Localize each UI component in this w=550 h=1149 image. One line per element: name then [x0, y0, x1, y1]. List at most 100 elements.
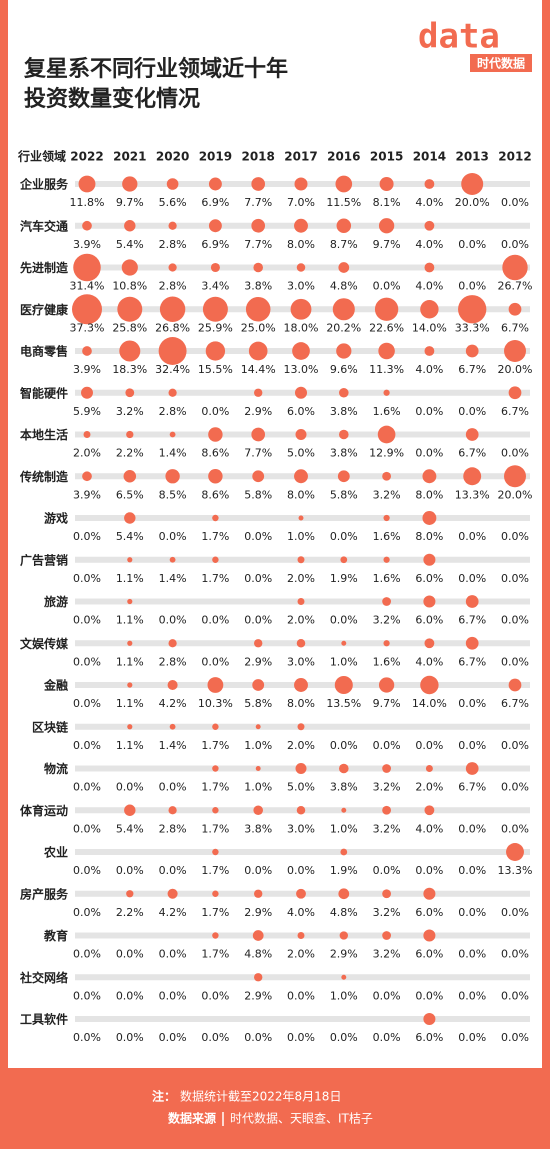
value-label: 0.0% — [415, 447, 443, 460]
value-label: 1.7% — [201, 864, 229, 877]
value-label: 0.0% — [201, 655, 229, 668]
value-label: 33.3% — [455, 321, 490, 334]
bubble — [127, 598, 133, 605]
value-label: 4.0% — [415, 238, 443, 251]
column-header: 2017 — [284, 150, 317, 164]
value-label: 3.9% — [73, 363, 101, 376]
bubble — [335, 175, 353, 193]
bubble — [72, 294, 102, 325]
value-label: 8.7% — [330, 238, 358, 251]
value-label: 1.1% — [116, 697, 144, 710]
value-label: 6.7% — [458, 447, 486, 460]
bubble — [424, 262, 435, 273]
bubble — [377, 425, 396, 444]
bubble — [212, 932, 219, 939]
bubble — [298, 515, 304, 521]
value-label: 1.4% — [159, 739, 187, 752]
value-label: 0.0% — [287, 864, 315, 877]
row-label: 农业 — [43, 845, 68, 860]
bubble — [168, 388, 177, 397]
logo-mark: data — [418, 17, 500, 57]
value-label: 5.9% — [73, 405, 101, 418]
bubble — [207, 677, 224, 693]
value-label: 0.0% — [116, 948, 144, 961]
value-label: 14.0% — [412, 321, 447, 334]
value-label: 3.2% — [373, 614, 401, 627]
value-label: 3.8% — [244, 822, 272, 835]
column-header: 2022 — [70, 150, 103, 164]
value-label: 0.0% — [244, 572, 272, 585]
value-label: 0.0% — [501, 530, 529, 543]
value-label: 2.0% — [287, 948, 315, 961]
bubble — [252, 679, 265, 691]
track — [75, 974, 530, 981]
value-label: 0.0% — [73, 655, 101, 668]
value-label: 0.0% — [501, 196, 529, 209]
value-label: 4.0% — [415, 363, 443, 376]
value-label: 0.0% — [501, 948, 529, 961]
value-label: 6.0% — [415, 614, 443, 627]
value-label: 2.9% — [244, 906, 272, 919]
bubble — [338, 262, 350, 273]
bubble — [124, 804, 136, 816]
column-header: 2020 — [156, 150, 189, 164]
bubble — [165, 469, 180, 484]
value-label: 0.0% — [501, 739, 529, 752]
bubble — [423, 929, 436, 942]
value-label: 0.0% — [330, 614, 358, 627]
value-label: 0.0% — [73, 989, 101, 1002]
value-label: 0.0% — [73, 948, 101, 961]
value-label: 0.0% — [73, 781, 101, 794]
value-label: 22.6% — [369, 321, 404, 334]
value-label: 0.0% — [373, 739, 401, 752]
value-label: 0.0% — [330, 739, 358, 752]
source: 时代数据、天眼查、IT桔子 — [230, 1111, 373, 1126]
bubble — [167, 679, 178, 691]
value-label: 3.9% — [73, 488, 101, 501]
bubble — [296, 263, 306, 272]
value-label: 7.7% — [244, 196, 272, 209]
bubble — [252, 930, 264, 941]
bubble — [294, 177, 308, 191]
note-label: 注： — [152, 1089, 176, 1104]
value-label: 26.8% — [155, 321, 190, 334]
row-label: 社交网络 — [19, 970, 68, 985]
bubble — [382, 597, 391, 606]
value-label: 8.6% — [201, 447, 229, 460]
note: 数据统计截至2022年8月18日 — [180, 1089, 341, 1104]
value-label: 0.0% — [116, 1031, 144, 1044]
value-label: 31.4% — [70, 280, 105, 293]
bubble — [73, 253, 101, 282]
value-label: 1.1% — [116, 614, 144, 627]
value-label: 18.3% — [112, 363, 147, 376]
value-label: 0.0% — [415, 864, 443, 877]
column-header: 2018 — [241, 150, 274, 164]
value-label: 6.0% — [287, 405, 315, 418]
chart-title: 投资数量变化情况 — [24, 86, 200, 112]
row-label: 智能硬件 — [19, 385, 68, 400]
value-label: 6.7% — [501, 405, 529, 418]
bubble — [212, 765, 219, 772]
bubble — [508, 302, 522, 316]
bubble — [251, 177, 266, 191]
bubble — [508, 386, 522, 400]
value-label: 12.9% — [369, 447, 404, 460]
value-label: 0.0% — [116, 864, 144, 877]
value-label: 0.0% — [458, 572, 486, 585]
value-label: 0.0% — [73, 1031, 101, 1044]
value-label: 3.8% — [330, 405, 358, 418]
bubble — [465, 344, 479, 358]
bubble — [508, 678, 522, 692]
value-label: 0.0% — [501, 1031, 529, 1044]
row-label: 汽车交通 — [20, 218, 68, 233]
bubble — [83, 431, 91, 438]
value-label: 0.0% — [244, 614, 272, 627]
row-label: 先进制造 — [20, 260, 69, 275]
bubble — [124, 512, 136, 524]
bubble — [169, 723, 176, 730]
value-label: 6.7% — [458, 614, 486, 627]
bubble — [424, 805, 435, 816]
column-header: 2013 — [455, 150, 488, 164]
bubble — [297, 723, 305, 731]
column-header: 2014 — [413, 150, 446, 164]
